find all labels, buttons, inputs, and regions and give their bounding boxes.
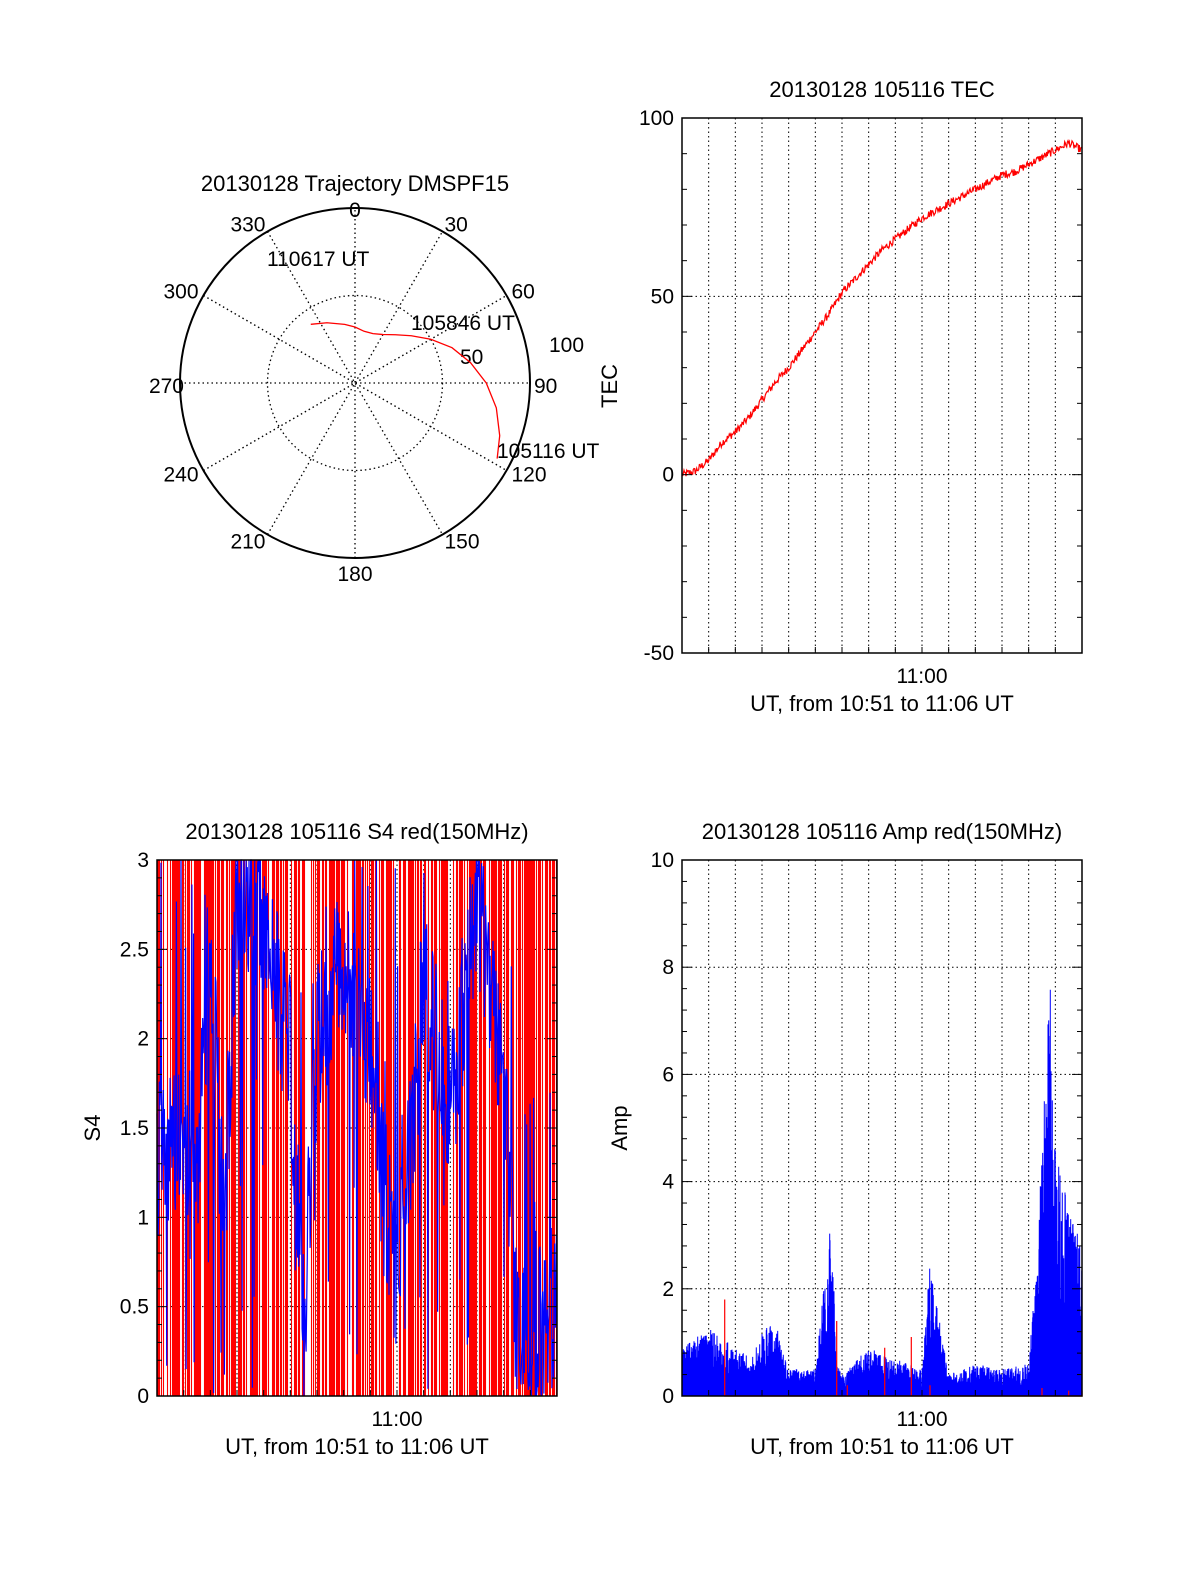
y-tick-label: 0 <box>662 464 674 487</box>
polar-title: 20130128 Trajectory DMSPF15 <box>201 171 509 196</box>
y-tick-label: 1.5 <box>120 1117 149 1140</box>
polar-azimuth-label: 270 <box>149 375 184 398</box>
x-axis-label: UT, from 10:51 to 11:06 UT <box>750 691 1014 716</box>
y-tick-label: -50 <box>644 642 674 665</box>
polar-trajectory-line <box>310 322 501 459</box>
grid-lines <box>682 860 1082 1396</box>
y-tick-label: 2 <box>137 1028 149 1051</box>
polar-annotation: 110617 UT <box>267 248 370 271</box>
x-axis-label: UT, from 10:51 to 11:06 UT <box>225 1434 489 1459</box>
chart-title: 20130128 105116 TEC <box>769 77 995 102</box>
polar-radial-label: 100 <box>549 334 584 357</box>
polar-azimuth-label: 30 <box>445 214 468 237</box>
x-axis-label: UT, from 10:51 to 11:06 UT <box>750 1434 1014 1459</box>
polar-azimuth-label: 330 <box>230 214 265 237</box>
y-tick-label: 2 <box>662 1278 674 1301</box>
y-tick-label: 8 <box>662 956 674 979</box>
chart-title: 20130128 105116 Amp red(150MHz) <box>702 819 1062 844</box>
y-tick-label: 3 <box>137 849 149 872</box>
polar-azimuth-label: 180 <box>337 563 372 586</box>
y-tick-label: 50 <box>651 285 674 308</box>
y-tick-label: 10 <box>651 849 674 872</box>
y-tick-label: 6 <box>662 1063 674 1086</box>
y-tick-label: 0.5 <box>120 1296 149 1319</box>
chart-title: 20130128 105116 S4 red(150MHz) <box>185 819 528 844</box>
polar-annotation: 105116 UT <box>497 440 600 463</box>
tick-marks <box>682 859 1082 1397</box>
polar-azimuth-label: 0 <box>349 199 361 222</box>
polar-azimuth-label: 60 <box>511 281 534 304</box>
y-axis-label: S4 <box>80 1115 105 1142</box>
polar-radial-label: 50 <box>460 346 483 369</box>
polar-azimuth-label: 90 <box>534 375 557 398</box>
amp-blue-series-line <box>681 989 1083 1397</box>
y-tick-label: 0 <box>137 1385 149 1408</box>
y-tick-label: 0 <box>662 1385 674 1408</box>
polar-outer-ring <box>179 207 531 559</box>
polar-azimuth-label: 240 <box>163 464 198 487</box>
s4-blue-series-line <box>156 859 558 1397</box>
polar-azimuth-label: 120 <box>511 464 546 487</box>
polar-grid <box>180 208 530 558</box>
x-tick-label: 11:00 <box>897 665 948 688</box>
x-tick-label: 11:00 <box>897 1408 948 1431</box>
tick-marks <box>682 117 1082 654</box>
plot-frame <box>681 117 1083 654</box>
x-tick-label: 11:00 <box>372 1408 423 1431</box>
polar-annotation: 105846 UT <box>411 312 515 335</box>
y-axis-label: TEC <box>597 364 622 408</box>
amp-red-series-line <box>724 1299 1083 1397</box>
tick-marks <box>157 859 557 1397</box>
polar-azimuth-label: 300 <box>163 281 198 304</box>
polar-azimuth-label: 150 <box>445 530 480 553</box>
grid-lines <box>682 118 1082 653</box>
y-tick-label: 1 <box>137 1206 149 1229</box>
plot-frame <box>681 859 1083 1397</box>
y-tick-label: 100 <box>639 107 674 130</box>
y-tick-label: 2.5 <box>120 938 149 961</box>
polar-azimuth-label: 210 <box>230 530 265 553</box>
y-tick-label: 4 <box>662 1171 674 1194</box>
y-axis-label: Amp <box>607 1105 632 1150</box>
tec-series-line <box>681 138 1083 477</box>
